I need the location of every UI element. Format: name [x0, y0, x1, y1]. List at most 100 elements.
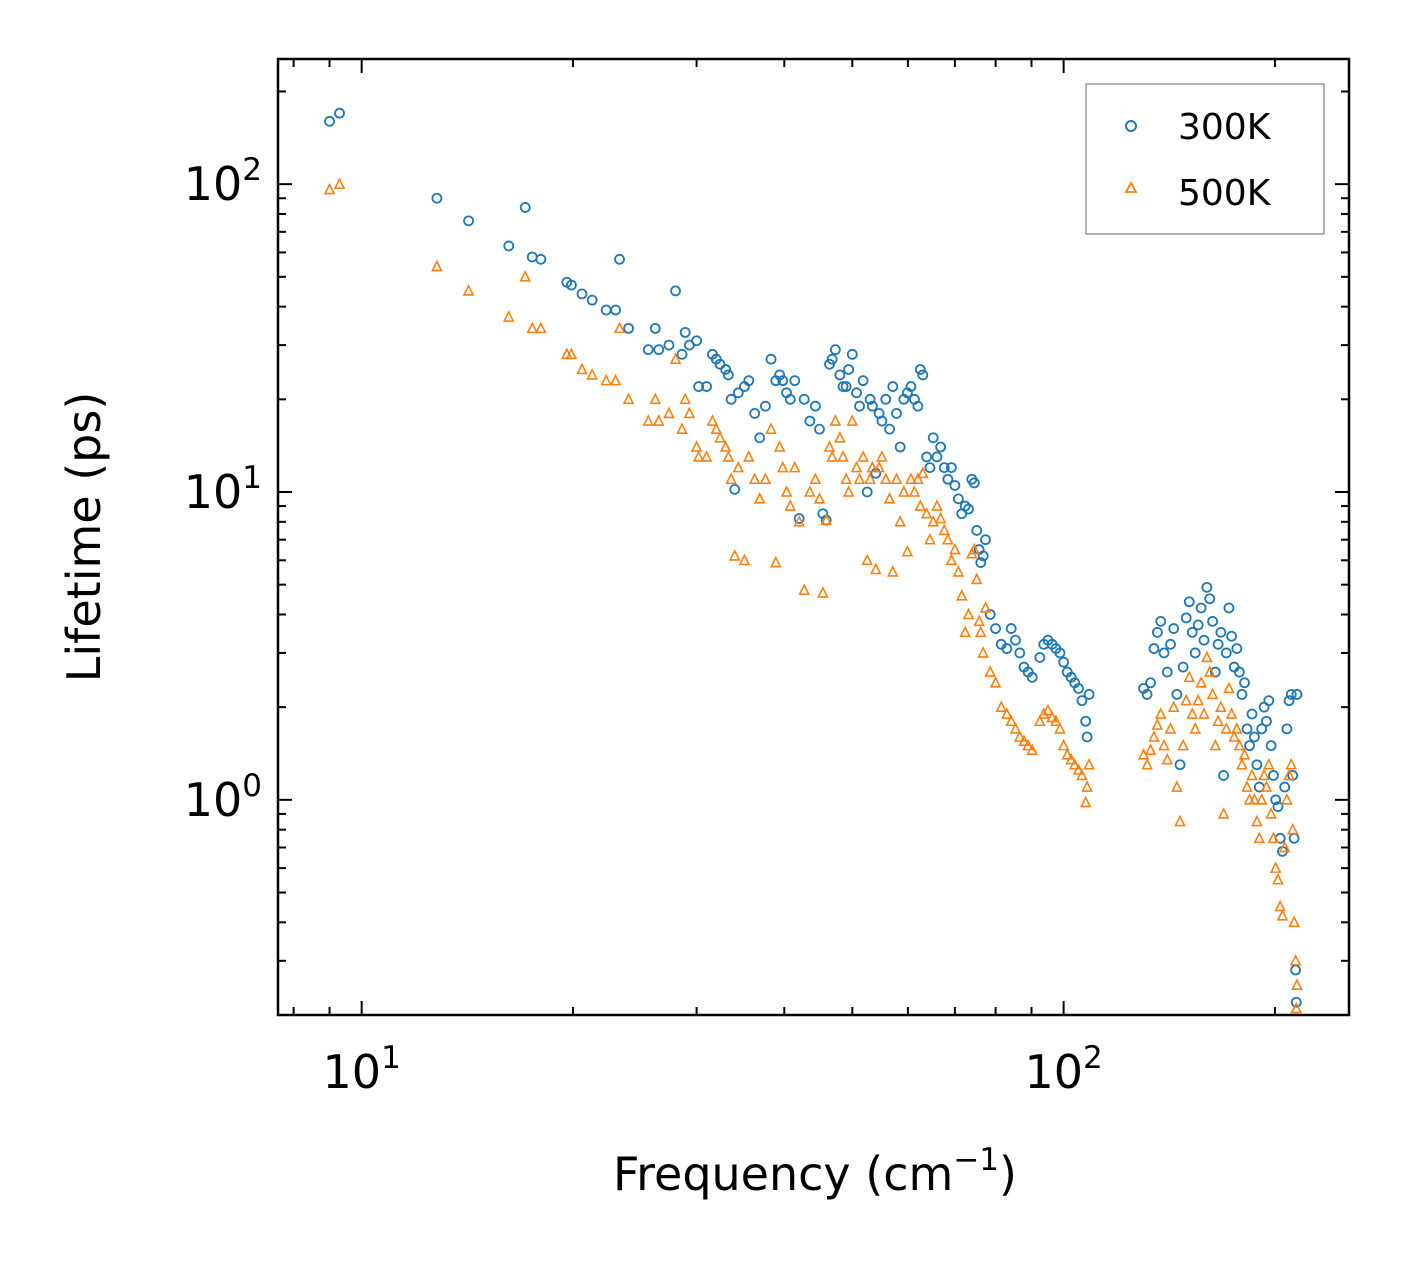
data-point-300K [535, 253, 547, 265]
data-point-300K [912, 400, 924, 412]
data-point-500K [1076, 768, 1088, 781]
data-point-300K [1268, 770, 1279, 781]
x-tick-label: 102 [1024, 1040, 1102, 1099]
data-point-500K [968, 542, 981, 555]
data-point-500K [829, 414, 842, 426]
data-point-500K [989, 675, 1002, 688]
data-point-500K [876, 450, 888, 462]
data-point-300K [931, 451, 943, 463]
data-point-500K [652, 414, 665, 426]
data-point-300K [576, 288, 588, 300]
data-point-500K [753, 492, 766, 504]
data-point-500K [979, 601, 992, 613]
data-point-300K [1272, 801, 1284, 813]
data-point-500K [869, 562, 882, 575]
data-point-300K [754, 432, 766, 444]
data-point-300K [846, 348, 858, 360]
data-point-500K [1026, 743, 1038, 755]
data-point-300K [804, 415, 816, 427]
data-point-500K [1141, 757, 1153, 770]
data-point-500K [1278, 840, 1291, 853]
data-point-300K [924, 462, 936, 474]
data-point-300K [1241, 723, 1253, 735]
data-point-500K [1171, 780, 1183, 792]
data-point-300K [1249, 731, 1260, 743]
data-point-500K [924, 532, 936, 545]
data-point-300K [1010, 634, 1021, 646]
data-point-300K [1174, 759, 1186, 771]
data-point-300K [663, 339, 675, 351]
data-point-500K [679, 392, 691, 405]
data-point-300K [1246, 708, 1258, 720]
data-point-500K [1195, 675, 1207, 688]
data-point-500K [1262, 757, 1275, 770]
data-point-300K [732, 387, 744, 399]
data-point-500K [905, 472, 917, 485]
data-point-500K [649, 392, 662, 405]
data-point-500K [1151, 718, 1164, 730]
x-tick-label: 101 [323, 1040, 401, 1099]
data-point-300K [1148, 643, 1160, 654]
data-point-300K [963, 503, 974, 515]
data-point-500K [995, 700, 1008, 712]
data-point-300K [1236, 689, 1248, 700]
data-point-500K [973, 614, 985, 627]
data-point-300K [1001, 643, 1013, 654]
data-point-300K [586, 294, 598, 306]
data-point-500K [873, 460, 885, 473]
data-point-500K [1164, 722, 1177, 734]
data-point-300K [935, 441, 947, 453]
data-point-500K [1241, 780, 1253, 792]
data-point-300K [829, 344, 841, 356]
data-point-500K [837, 450, 849, 462]
data-point-300K [1183, 596, 1195, 608]
data-point-300K [977, 550, 989, 562]
data-point-500K [722, 450, 735, 462]
data-point-500K [1161, 752, 1174, 765]
data-point-300K [566, 279, 577, 291]
data-point-500K [1225, 707, 1238, 719]
data-point-500K [955, 589, 968, 601]
data-point-500K [1068, 757, 1081, 770]
data-point-300K [857, 375, 869, 387]
data-point-300K [864, 393, 876, 405]
data-point-500K [916, 466, 929, 479]
data-point-300K [1201, 581, 1213, 593]
data-point-500K [1255, 793, 1268, 805]
data-point-300K [1161, 666, 1173, 678]
data-point-500K [1248, 793, 1261, 805]
legend-box [1085, 83, 1325, 235]
data-point-500K [1251, 814, 1263, 827]
data-point-300K [971, 525, 983, 536]
data-point-300K [1155, 615, 1167, 627]
data-point-300K [1218, 770, 1229, 781]
data-point-500K [622, 392, 635, 405]
data-point-500K [1198, 707, 1210, 719]
series-500K [323, 177, 1303, 1014]
data-point-300K [774, 369, 786, 381]
data-point-500K [1281, 793, 1293, 805]
y-tick-label: 101 [184, 460, 262, 519]
data-point-300K [834, 369, 846, 381]
data-point-500K [798, 583, 810, 595]
data-point-300K [952, 493, 964, 505]
data-point-500K [883, 492, 896, 504]
legend-label-300k: 300K [1178, 107, 1272, 148]
data-point-500K [1209, 738, 1222, 751]
data-point-500K [1167, 700, 1180, 712]
data-point-300K [1290, 996, 1302, 1008]
x-axis-label: Frequency (cm−1) [613, 1142, 1017, 1201]
data-point-500K [1174, 814, 1186, 827]
y-tick-label: 100 [184, 768, 262, 827]
data-point-500K [732, 460, 745, 473]
data-point-500K [1260, 780, 1273, 792]
data-point-300K [949, 480, 961, 491]
data-point-300K [1244, 740, 1255, 752]
data-point-300K [725, 393, 737, 405]
data-point-300K [914, 364, 926, 375]
data-point-300K [1223, 602, 1235, 614]
data-point-300K [1234, 666, 1245, 678]
data-point-300K [324, 115, 335, 127]
data-point-500K [1267, 831, 1280, 844]
